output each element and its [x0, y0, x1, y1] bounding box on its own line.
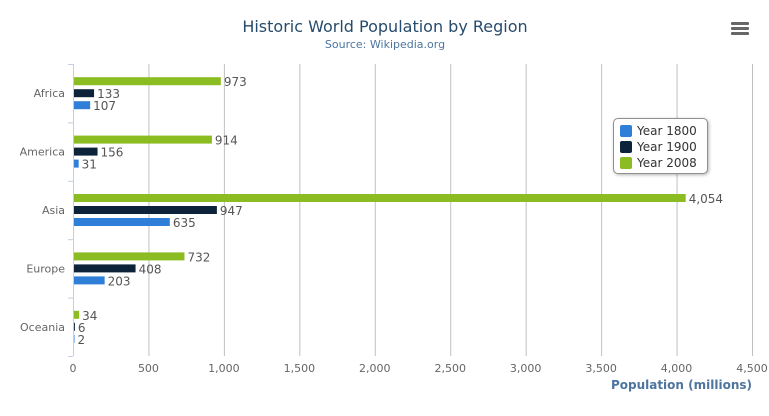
bar-year-1800[interactable]	[74, 334, 75, 343]
bar-year-1900[interactable]	[74, 147, 98, 156]
bar-year-2008[interactable]	[74, 252, 185, 261]
x-tick-label: 0	[70, 362, 77, 375]
data-label: 6	[78, 321, 86, 335]
bar-year-1900[interactable]	[74, 264, 136, 273]
data-label: 107	[93, 99, 116, 113]
x-tick-label: 4,000	[661, 362, 693, 375]
category-label: Europe	[26, 262, 65, 275]
x-tick-label: 2,500	[434, 362, 466, 375]
data-label: 133	[97, 87, 120, 101]
bar-year-1800[interactable]	[74, 101, 91, 110]
x-tick-label: 3,000	[510, 362, 542, 375]
legend-item[interactable]: Year 2008	[620, 155, 701, 171]
bar-year-2008[interactable]	[74, 310, 80, 319]
x-tick-label: 4,500	[736, 362, 768, 375]
data-label: 34	[82, 309, 97, 323]
legend-swatch	[620, 141, 632, 153]
x-tick-label: 3,500	[585, 362, 617, 375]
x-tick-label: 500	[138, 362, 159, 375]
data-label: 732	[187, 250, 210, 264]
category-label: Africa	[34, 87, 65, 100]
data-label: 947	[220, 204, 243, 218]
bar-year-1900[interactable]	[74, 89, 95, 98]
bar-year-1800[interactable]	[74, 218, 170, 226]
data-label: 635	[173, 216, 196, 230]
data-label: 973	[224, 75, 247, 89]
bar-year-1900[interactable]	[74, 206, 217, 214]
data-label: 914	[215, 134, 238, 148]
legend-label: Year 1800	[637, 124, 697, 138]
legend-swatch	[620, 125, 632, 137]
data-label: 408	[139, 262, 162, 276]
hamburger-menu-icon[interactable]	[731, 22, 749, 38]
data-label: 203	[108, 274, 131, 288]
legend-label: Year 2008	[637, 156, 697, 170]
category-label: Oceania	[20, 321, 65, 334]
data-label: 2	[78, 333, 86, 347]
data-label: 4,054	[689, 192, 723, 206]
legend-item[interactable]: Year 1900	[620, 139, 701, 155]
legend-swatch	[620, 157, 632, 169]
category-label: America	[20, 146, 65, 159]
legend-item[interactable]: Year 1800	[620, 123, 701, 139]
x-tick-label: 1,500	[284, 362, 316, 375]
bar-year-1800[interactable]	[74, 276, 105, 285]
x-tick-label: 1,000	[208, 362, 240, 375]
bar-year-1800[interactable]	[74, 159, 79, 168]
chart-subtitle: Source: Wikipedia.org	[325, 38, 445, 51]
data-label: 31	[82, 158, 97, 172]
x-axis-title: Population (millions)	[611, 378, 752, 392]
bar-year-1900[interactable]	[74, 322, 75, 331]
x-tick-label: 2,000	[359, 362, 391, 375]
data-label: 156	[101, 146, 124, 160]
bar-year-2008[interactable]	[74, 135, 212, 144]
legend: Year 1800 Year 1900 Year 2008	[613, 118, 708, 174]
chart-title: Historic World Population by Region	[242, 17, 527, 36]
bar-year-2008[interactable]	[74, 194, 686, 202]
bar-year-2008[interactable]	[74, 77, 221, 86]
legend-label: Year 1900	[637, 140, 697, 154]
category-label: Asia	[42, 204, 65, 217]
